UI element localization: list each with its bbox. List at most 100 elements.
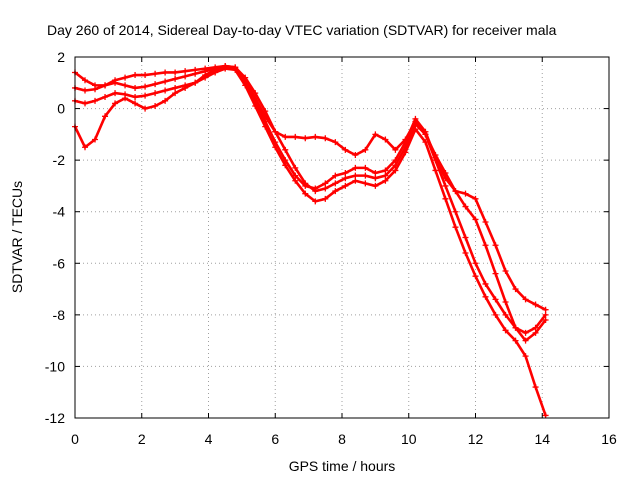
data-point-marker xyxy=(372,175,379,182)
data-point-marker xyxy=(482,280,489,287)
data-point-marker xyxy=(162,97,169,104)
data-point-marker xyxy=(542,306,549,313)
data-point-marker xyxy=(382,167,389,174)
data-point-marker xyxy=(462,203,469,210)
data-point-marker xyxy=(312,133,319,140)
x-tick-label: 4 xyxy=(205,431,213,447)
data-point-marker xyxy=(382,136,389,143)
data-point-marker xyxy=(342,182,349,189)
y-tick-label: -6 xyxy=(53,255,66,271)
data-point-marker xyxy=(82,87,89,94)
data-point-marker xyxy=(122,82,129,89)
data-point-marker xyxy=(382,172,389,179)
data-point-marker xyxy=(122,95,129,102)
data-point-marker xyxy=(502,327,509,334)
data-point-marker xyxy=(112,100,119,107)
data-point-marker xyxy=(502,268,509,275)
data-series-series-4 xyxy=(72,64,549,336)
data-point-marker xyxy=(502,311,509,318)
x-tick-label: 12 xyxy=(468,431,484,447)
data-point-marker xyxy=(142,92,149,99)
data-point-marker xyxy=(172,90,179,97)
data-point-marker xyxy=(362,164,369,171)
data-point-marker xyxy=(292,164,299,171)
x-tick-label: 10 xyxy=(401,431,417,447)
y-tick-label: 2 xyxy=(57,49,65,65)
data-point-marker xyxy=(352,151,359,158)
data-point-marker xyxy=(472,273,479,280)
data-point-marker xyxy=(332,172,339,179)
chart-title: Day 260 of 2014, Sidereal Day-to-day VTE… xyxy=(47,22,557,38)
data-point-marker xyxy=(402,136,409,143)
data-point-marker xyxy=(432,157,439,164)
x-tick-label: 0 xyxy=(71,431,79,447)
data-point-marker xyxy=(532,301,539,308)
data-point-marker xyxy=(412,118,419,125)
data-point-marker xyxy=(172,75,179,82)
x-tick-label: 8 xyxy=(338,431,346,447)
y-tick-label: -12 xyxy=(45,410,65,426)
data-point-marker xyxy=(452,224,459,231)
data-point-marker xyxy=(432,167,439,174)
data-point-marker xyxy=(92,97,99,104)
data-point-marker xyxy=(192,79,199,86)
data-point-marker xyxy=(412,126,419,133)
data-point-marker xyxy=(462,234,469,241)
data-point-marker xyxy=(292,133,299,140)
series-trace xyxy=(73,67,547,417)
data-point-marker xyxy=(122,74,129,81)
data-point-marker xyxy=(492,296,499,303)
data-point-marker xyxy=(102,93,109,100)
data-point-marker xyxy=(142,83,149,90)
data-point-marker xyxy=(372,182,379,189)
data-point-marker xyxy=(282,133,289,140)
data-point-marker xyxy=(352,177,359,184)
data-point-marker xyxy=(332,188,339,195)
data-point-marker xyxy=(442,170,449,177)
data-point-marker xyxy=(232,65,239,72)
data-point-marker xyxy=(522,337,529,344)
data-point-marker xyxy=(472,260,479,267)
data-point-marker xyxy=(162,87,169,94)
data-point-marker xyxy=(382,177,389,184)
data-point-marker xyxy=(462,190,469,197)
data-point-marker xyxy=(292,177,299,184)
data-point-marker xyxy=(532,324,539,331)
data-point-marker xyxy=(492,242,499,249)
data-point-marker xyxy=(362,172,369,179)
data-point-marker xyxy=(372,131,379,138)
y-tick-label: -4 xyxy=(53,204,66,220)
data-point-marker xyxy=(102,113,109,120)
data-point-marker xyxy=(472,195,479,202)
data-point-marker xyxy=(112,79,119,86)
data-point-marker xyxy=(112,90,119,97)
data-point-marker xyxy=(302,180,309,187)
data-point-marker xyxy=(182,73,189,80)
data-point-marker xyxy=(322,185,329,192)
data-point-marker xyxy=(92,136,99,143)
data-point-marker xyxy=(322,135,329,142)
data-point-marker xyxy=(512,324,519,331)
data-point-marker xyxy=(482,293,489,300)
data-point-marker xyxy=(272,144,279,151)
data-point-marker xyxy=(362,146,369,153)
data-point-marker xyxy=(212,66,219,73)
y-tick-label: 0 xyxy=(57,101,65,117)
x-tick-label: 16 xyxy=(601,431,617,447)
data-point-marker xyxy=(532,384,539,391)
data-point-marker xyxy=(142,105,149,112)
data-point-marker xyxy=(302,190,309,197)
x-tick-label: 2 xyxy=(138,431,146,447)
data-point-marker xyxy=(492,270,499,277)
data-point-marker xyxy=(132,93,139,100)
data-point-marker xyxy=(92,86,99,93)
data-point-marker xyxy=(162,69,169,76)
data-point-marker xyxy=(192,70,199,77)
data-point-marker xyxy=(472,216,479,223)
data-point-marker xyxy=(522,353,529,360)
data-series-layer xyxy=(72,63,549,419)
data-point-marker xyxy=(82,77,89,84)
data-point-marker xyxy=(82,144,89,151)
data-point-marker xyxy=(172,69,179,76)
